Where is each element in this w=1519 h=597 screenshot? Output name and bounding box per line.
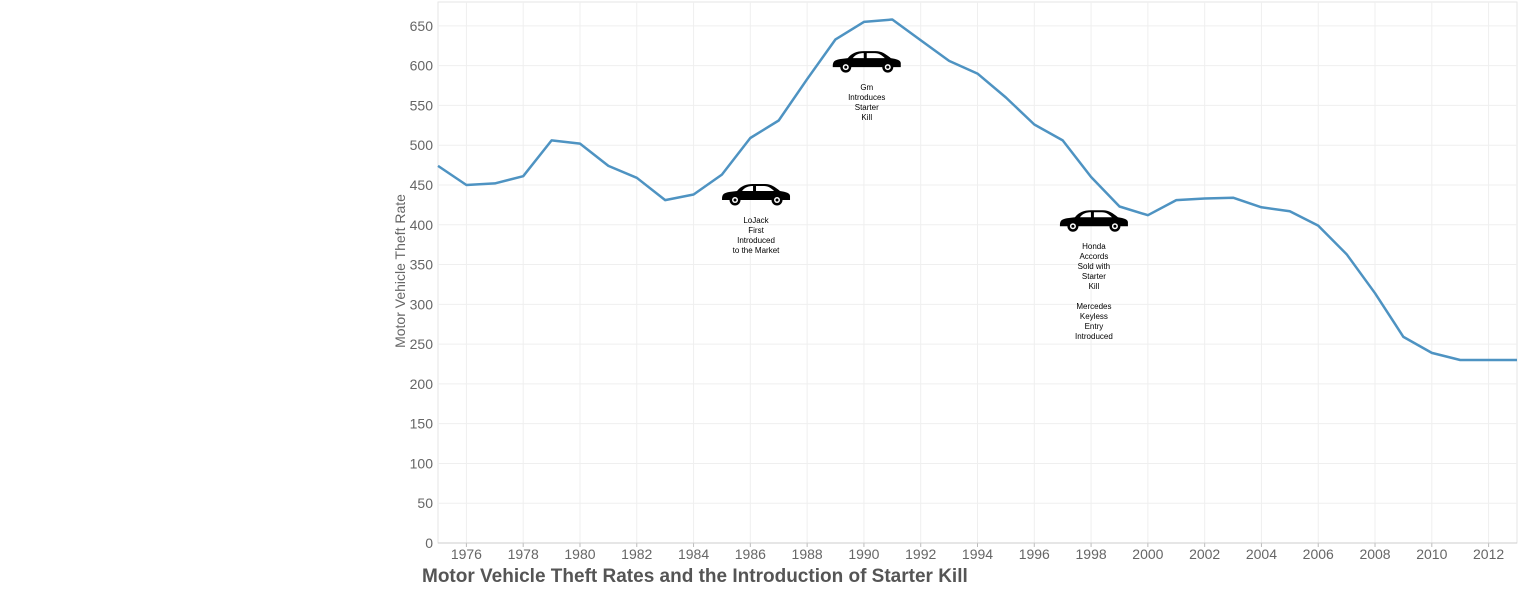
annotation-text: Introduced	[737, 236, 775, 245]
y-tick-label: 350	[410, 257, 434, 273]
annotation-text: Gm	[860, 83, 873, 92]
x-tick-label: 2008	[1359, 546, 1390, 562]
x-tick-label: 1982	[621, 546, 652, 562]
y-tick-label: 450	[410, 177, 434, 193]
x-tick-label: 1998	[1076, 546, 1107, 562]
y-tick-label: 0	[425, 535, 433, 551]
annotation-text: Introduces	[848, 93, 885, 102]
x-tick-label: 1990	[848, 546, 879, 562]
annotation-text: Starter	[1082, 272, 1106, 281]
y-tick-label: 300	[410, 296, 434, 312]
y-axis-label: Motor Vehicle Theft Rate	[392, 194, 408, 348]
x-tick-label: 2000	[1132, 546, 1163, 562]
annotation-text: Accords	[1079, 252, 1108, 261]
y-tick-label: 50	[417, 495, 433, 511]
x-tick-label: 2002	[1189, 546, 1220, 562]
x-tick-label: 1988	[792, 546, 823, 562]
y-tick-label: 600	[410, 58, 434, 74]
x-tick-label: 2006	[1303, 546, 1334, 562]
y-tick-label: 650	[410, 18, 434, 34]
x-tick-label: 1994	[962, 546, 993, 562]
x-tick-label: 1984	[678, 546, 709, 562]
annotation-text: Keyless	[1080, 312, 1108, 321]
x-tick-label: 1996	[1019, 546, 1050, 562]
grid	[438, 2, 1517, 543]
axes: 1976 1978 1980 1982 1984 1986 1988 1990 1992 1994…	[410, 18, 1517, 562]
x-tick-label: 1986	[735, 546, 766, 562]
annotation-text: Entry	[1085, 322, 1104, 331]
x-tick-label: 1992	[905, 546, 936, 562]
x-tick-label: 1976	[451, 546, 482, 562]
y-tick-label: 150	[410, 416, 434, 432]
y-tick-label: 550	[410, 97, 434, 113]
annotation-text: LoJack	[743, 216, 769, 225]
x-tick-label: 1978	[508, 546, 539, 562]
y-tick-label: 200	[410, 376, 434, 392]
y-tick-label: 100	[410, 455, 434, 471]
x-tick-label: 2010	[1416, 546, 1447, 562]
car-icon	[833, 51, 901, 73]
chart-title: Motor Vehicle Theft Rates and the Introd…	[422, 566, 968, 587]
x-tick-label: 1980	[564, 546, 595, 562]
annotation-text: Kill	[1089, 282, 1100, 291]
x-tick-label: 2004	[1246, 546, 1277, 562]
annotation-text: Honda	[1082, 242, 1106, 251]
annotation-text: Sold with	[1078, 262, 1110, 271]
x-tick-label: 2012	[1473, 546, 1504, 562]
annotation-text: Starter	[855, 103, 879, 112]
annotation-text: First	[748, 226, 764, 235]
car-icon	[722, 184, 790, 206]
annotation-text: to the Market	[733, 246, 780, 255]
y-tick-label: 250	[410, 336, 434, 352]
annotation-text: Mercedes	[1076, 302, 1111, 311]
y-tick-label: 500	[410, 137, 434, 153]
car-icon	[1060, 210, 1128, 232]
y-tick-label: 400	[410, 217, 434, 233]
annotation-text: Introduced	[1075, 332, 1113, 341]
annotation-text: Kill	[861, 113, 872, 122]
